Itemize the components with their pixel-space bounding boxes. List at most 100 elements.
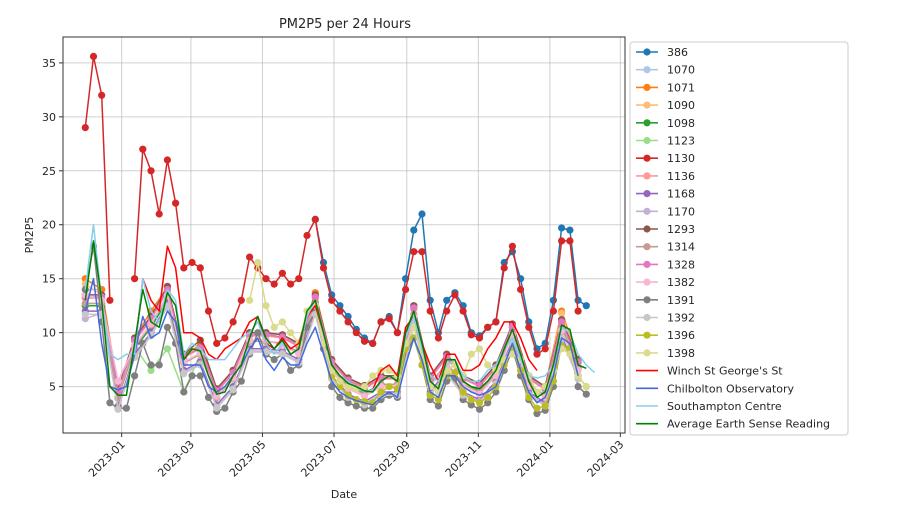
data-point-386 <box>443 296 451 304</box>
legend-swatch-marker <box>643 243 651 251</box>
data-point-1130 <box>270 280 278 288</box>
legend-item-1382: 1382 <box>636 276 695 289</box>
data-point-1130 <box>287 280 295 288</box>
legend-item-1398: 1398 <box>636 347 695 360</box>
legend-swatch-marker <box>643 154 651 162</box>
data-point-1391 <box>369 404 377 412</box>
data-point-1130 <box>213 339 221 347</box>
data-point-1130 <box>147 167 155 175</box>
data-point-1130 <box>541 345 549 353</box>
data-point-1130 <box>410 248 418 256</box>
y-tick-label: 10 <box>42 327 56 340</box>
series-average-earth-sense-reading <box>84 240 587 399</box>
data-point-1130 <box>467 331 475 339</box>
legend-item-386: 386 <box>636 46 688 59</box>
data-point-1391 <box>155 361 163 369</box>
data-point-1328 <box>558 318 566 326</box>
data-point-1392 <box>163 303 171 311</box>
legend-item-1314: 1314 <box>636 241 695 254</box>
data-point-1130 <box>549 307 558 315</box>
data-point-1130 <box>402 285 410 294</box>
data-point-1398 <box>475 345 484 353</box>
data-point-1130 <box>418 248 426 256</box>
legend-item-1392: 1392 <box>636 312 695 325</box>
data-point-1396 <box>459 388 467 396</box>
legend-item-southampton-centre: Southampton Centre <box>636 400 782 413</box>
data-point-1130 <box>106 296 114 304</box>
data-point-1391 <box>131 372 139 380</box>
data-point-1130 <box>451 291 459 299</box>
data-point-386 <box>566 226 574 234</box>
y-tick-label: 30 <box>42 111 56 124</box>
legend-label: 1392 <box>667 312 695 325</box>
series-1130 <box>81 52 582 358</box>
y-tick-label: 35 <box>42 57 56 70</box>
data-point-1392 <box>81 310 89 318</box>
legend-item-1070: 1070 <box>636 64 695 77</box>
data-point-1130 <box>180 264 188 272</box>
data-point-1130 <box>278 269 286 277</box>
x-tick-label: 2023-07 <box>298 438 340 480</box>
data-point-1398 <box>254 258 262 267</box>
data-point-1130 <box>246 253 254 261</box>
x-axis: 2023-01 2023-03 2023-05 2023-07 2023-09 2023-… <box>86 433 626 480</box>
data-point-1328 <box>196 344 204 352</box>
data-point-386 <box>574 296 582 304</box>
data-point-1398 <box>278 318 286 326</box>
y-axis-label: PM2P5 <box>23 217 36 254</box>
legend-label: 1123 <box>667 135 695 148</box>
data-point-1130 <box>484 323 492 331</box>
data-point-1396 <box>541 402 549 410</box>
data-point-1396 <box>533 404 541 412</box>
x-tick-label: 2024-01 <box>514 438 556 480</box>
x-tick-label: 2024-03 <box>585 438 627 480</box>
data-point-1130 <box>443 307 451 315</box>
data-point-1130 <box>237 296 245 304</box>
data-point-1130 <box>262 275 270 283</box>
legend-label: 1098 <box>667 117 695 130</box>
y-axis: 5 10 15 20 25 30 35 <box>42 57 63 394</box>
series-line-1130 <box>84 55 111 301</box>
legend-label: 1293 <box>667 223 695 236</box>
data-point-1130 <box>525 323 533 331</box>
data-point-1130 <box>508 242 516 250</box>
legend-item-1168: 1168 <box>636 188 695 201</box>
data-point-1398 <box>360 383 369 391</box>
x-tick-label: 2023-05 <box>227 438 269 480</box>
data-point-1130 <box>566 237 574 245</box>
data-point-1130 <box>426 307 434 315</box>
data-point-1328 <box>311 293 319 301</box>
data-point-1396 <box>451 369 459 377</box>
data-point-1130 <box>319 264 328 272</box>
chart-title: PM2P5 per 24 Hours <box>279 17 411 32</box>
data-point-1382 <box>114 377 122 385</box>
data-point-1391 <box>336 393 344 401</box>
data-point-1392 <box>213 404 221 412</box>
data-point-1392 <box>114 405 122 413</box>
data-point-1382 <box>377 383 385 391</box>
legend-swatch-marker <box>643 296 651 304</box>
legend-swatch-marker <box>643 260 651 268</box>
data-point-1130 <box>517 285 525 294</box>
data-point-1130 <box>385 315 393 323</box>
legend-item-1328: 1328 <box>636 258 695 271</box>
data-point-1130 <box>369 339 377 347</box>
data-point-1391 <box>270 356 278 364</box>
data-point-1392 <box>180 370 188 378</box>
legend-label: 1382 <box>667 276 695 289</box>
legend-label: 1136 <box>667 170 695 183</box>
legend-label: 1398 <box>667 347 695 360</box>
data-point-1391 <box>163 323 171 331</box>
data-point-1130 <box>163 156 171 164</box>
data-point-1130 <box>139 145 147 153</box>
legend-label: 1070 <box>667 64 695 77</box>
data-point-1130 <box>188 258 196 267</box>
data-point-1398 <box>287 329 295 337</box>
legend-item-1391: 1391 <box>636 294 695 307</box>
data-point-1130 <box>196 264 204 272</box>
data-point-1328 <box>410 304 418 312</box>
data-point-1130 <box>434 334 442 342</box>
data-point-1130 <box>295 275 303 283</box>
data-point-1398 <box>467 350 475 358</box>
legend-item-1123: 1123 <box>636 135 695 148</box>
